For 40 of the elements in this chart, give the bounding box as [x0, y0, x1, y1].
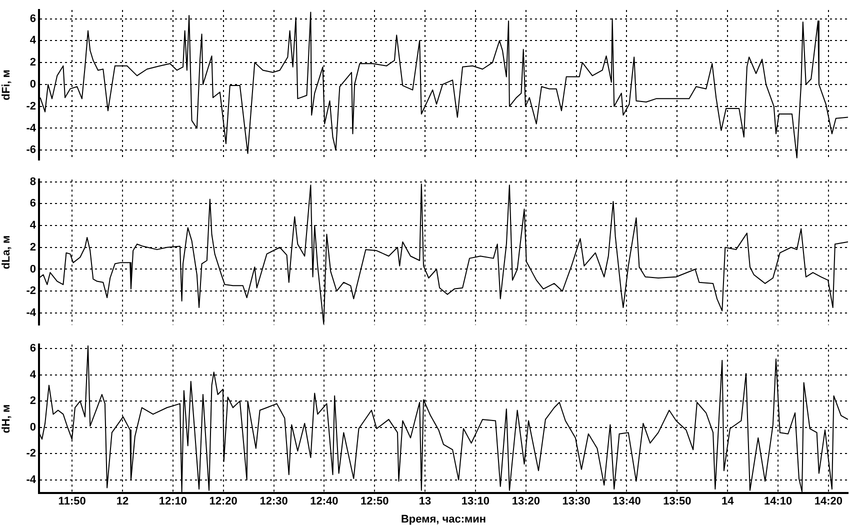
y-tick-label: 0: [30, 421, 36, 434]
y-tick-label: 6: [30, 198, 36, 210]
y-tick-label: 6: [30, 342, 36, 355]
y-tick-label: 2: [30, 395, 36, 408]
y-tick-label: 6: [30, 12, 36, 25]
y-axis-title: dH, м: [0, 404, 13, 434]
x-tick-label: 14:10: [764, 496, 792, 508]
x-axis-title: Время, час:мин: [400, 513, 486, 526]
y-tick-label: 0: [30, 78, 36, 90]
y-tick-label: -4: [26, 122, 37, 134]
x-tick-label: 11:50: [58, 496, 86, 508]
x-tick-label: 13:50: [663, 496, 692, 508]
y-tick-label: -6: [26, 144, 36, 156]
x-tick-label: 13:20: [512, 496, 540, 508]
y-tick-label: 8: [30, 176, 36, 188]
y-tick-label: -2: [26, 448, 36, 460]
y-tick-label: 4: [30, 34, 37, 47]
x-tick-label: 12:10: [158, 496, 187, 508]
x-tick-label: 13:40: [612, 496, 641, 508]
x-tick-label: 14:20: [814, 496, 843, 508]
x-tick-label: 12:50: [360, 496, 389, 508]
y-tick-label: 4: [30, 220, 37, 232]
y-tick-label: -4: [26, 474, 37, 486]
x-tick-label: 13:30: [562, 496, 590, 508]
y-tick-label: -2: [26, 285, 36, 298]
y-tick-label: 2: [30, 56, 36, 69]
x-tick-label: 14: [721, 496, 735, 508]
y-tick-label: 2: [30, 241, 36, 254]
y-tick-label: -2: [26, 100, 36, 112]
y-tick-label: -4: [26, 307, 37, 320]
x-tick-label: 12: [116, 496, 129, 508]
x-tick-label: 13: [418, 496, 432, 508]
y-axis-title: dFi, м: [0, 70, 13, 100]
x-tick-label: 13:10: [461, 496, 490, 508]
y-tick-label: 0: [30, 263, 36, 276]
x-tick-label: 12:40: [310, 496, 338, 508]
y-tick-label: 4: [30, 368, 37, 381]
y-axis-title: dLa, м: [0, 235, 13, 270]
x-tick-label: 12:30: [260, 496, 288, 508]
x-tick-label: 12:20: [209, 496, 238, 508]
